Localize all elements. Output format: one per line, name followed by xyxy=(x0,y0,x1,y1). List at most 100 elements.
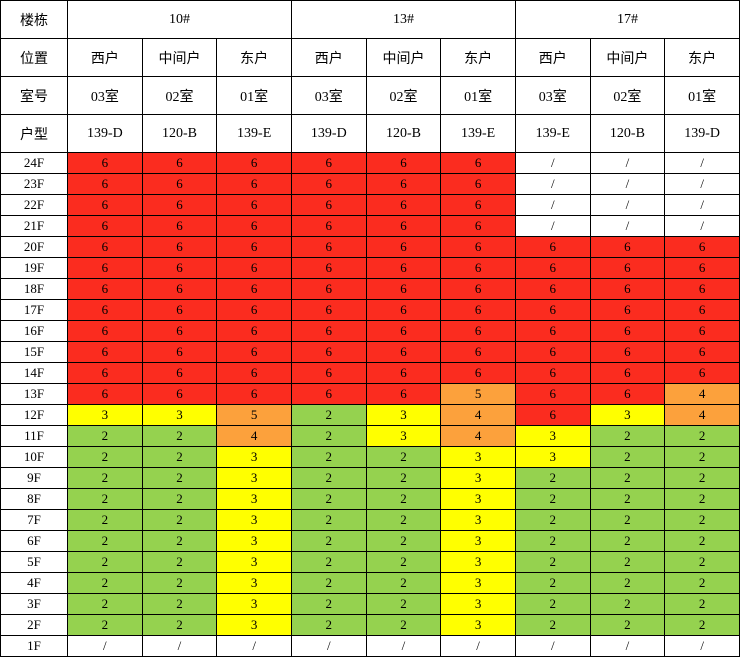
floor-row-13F: 13F 6 6 6 6 6 5 6 6 4 xyxy=(0,383,740,405)
value-cell: 6 xyxy=(290,383,367,405)
value-cell: 2 xyxy=(664,593,740,615)
value-cell: 6 xyxy=(664,320,740,342)
floor-row-19F: 19F 6 6 6 6 6 6 6 6 6 xyxy=(0,257,740,279)
value-cell: 6 xyxy=(141,383,218,405)
value-cell: 2 xyxy=(290,530,367,552)
value-cell: 2 xyxy=(67,614,143,636)
value-cell: 3 xyxy=(141,404,218,426)
floor-row-21F: 21F 6 6 6 6 6 6// / xyxy=(0,215,740,237)
value-cell: 6 xyxy=(290,173,367,195)
value-cell: 6 xyxy=(67,194,143,216)
value-cell: 6 xyxy=(216,362,292,384)
value-cell: 3 xyxy=(216,467,292,489)
floor-row-12F: 12F 3 3 5 2 3 4 6 3 4 xyxy=(0,404,740,426)
value-cell: 6 xyxy=(440,236,516,258)
floor-label: 8F xyxy=(0,488,68,510)
floor-row-10F: 10F 2 2 3 2 2 3 3 2 2 xyxy=(0,446,740,468)
value-cell: 2 xyxy=(290,572,367,594)
value-cell: 6 xyxy=(514,278,591,300)
value-cell: 6 xyxy=(589,341,666,363)
floor-label: 17F xyxy=(0,299,68,321)
value-cell: 2 xyxy=(365,488,442,510)
value-cell: 6 xyxy=(290,362,367,384)
value-cell: / xyxy=(290,635,367,657)
value-cell: 6 xyxy=(440,278,516,300)
value-cell: 6 xyxy=(290,236,367,258)
building-header: 13# xyxy=(290,0,516,39)
value-cell: 3 xyxy=(216,551,292,573)
value-cell: 6 xyxy=(365,257,442,279)
floor-row-24F: 24F 6 6 6 6 6 6// / xyxy=(0,152,740,174)
value-cell: 6 xyxy=(365,173,442,195)
value-cell: 2 xyxy=(365,572,442,594)
floor-row-6F: 6F 2 2 3 2 2 3 2 2 2 xyxy=(0,530,740,552)
header-row-position: 位置 西户 中间户 东户 西户 中间户 东户 西户 中间户 东户 xyxy=(0,38,740,77)
value-cell: 6 xyxy=(141,341,218,363)
value-cell: 6 xyxy=(514,299,591,321)
value-cell: 3 xyxy=(365,404,442,426)
value-cell: 6 xyxy=(514,341,591,363)
value-cell: 4 xyxy=(440,404,516,426)
value-cell: 6 xyxy=(589,320,666,342)
value-cell: 3 xyxy=(440,467,516,489)
value-cell: 2 xyxy=(514,593,591,615)
floor-label: 23F xyxy=(0,173,68,195)
value-cell: 6 xyxy=(141,320,218,342)
value-cell: 3 xyxy=(440,446,516,468)
value-cell: 6 xyxy=(514,257,591,279)
value-cell: / xyxy=(514,152,591,174)
value-cell: 2 xyxy=(514,467,591,489)
value-cell: 6 xyxy=(216,236,292,258)
value-cell: 2 xyxy=(67,530,143,552)
floor-label: 12F xyxy=(0,404,68,426)
value-cell: 2 xyxy=(365,509,442,531)
value-cell: 3 xyxy=(440,509,516,531)
value-cell: 6 xyxy=(365,152,442,174)
value-cell: 2 xyxy=(290,593,367,615)
value-cell: 6 xyxy=(141,362,218,384)
value-cell: 2 xyxy=(664,509,740,531)
value-cell: 3 xyxy=(216,488,292,510)
value-cell: 2 xyxy=(365,551,442,573)
value-cell: 2 xyxy=(514,614,591,636)
value-cell: 6 xyxy=(365,341,442,363)
value-cell: 6 xyxy=(67,299,143,321)
value-cell: 2 xyxy=(290,467,367,489)
value-cell: 6 xyxy=(67,152,143,174)
value-cell: 2 xyxy=(589,593,666,615)
floor-row-20F: 20F 6 6 6 6 6 6 6 6 6 xyxy=(0,236,740,258)
value-cell: 6 xyxy=(67,278,143,300)
value-cell: 2 xyxy=(141,572,218,594)
floor-label: 19F xyxy=(0,257,68,279)
value-cell: 6 xyxy=(365,278,442,300)
value-cell: 6 xyxy=(440,299,516,321)
position-header: 东户 xyxy=(216,38,292,77)
floor-label: 16F xyxy=(0,320,68,342)
value-cell: 2 xyxy=(290,446,367,468)
floor-label: 1F xyxy=(0,635,68,657)
value-cell: 2 xyxy=(589,446,666,468)
room-header: 02室 xyxy=(589,76,666,115)
unit-type-header: 120-B xyxy=(365,114,442,153)
value-cell: 6 xyxy=(365,215,442,237)
value-cell: 6 xyxy=(290,194,367,216)
floor-row-22F: 22F 6 6 6 6 6 6// / xyxy=(0,194,740,216)
value-cell: 2 xyxy=(365,614,442,636)
value-cell: 6 xyxy=(440,215,516,237)
value-cell: 6 xyxy=(141,236,218,258)
unit-type-header: 139-D xyxy=(290,114,367,153)
value-cell: 2 xyxy=(664,551,740,573)
value-cell: 3 xyxy=(440,593,516,615)
value-cell: 6 xyxy=(67,236,143,258)
position-header: 东户 xyxy=(440,38,516,77)
value-cell: 3 xyxy=(216,614,292,636)
value-cell: / xyxy=(67,635,143,657)
value-cell: / xyxy=(664,173,740,195)
header-row-unit: 户型 139-D 120-B 139-E 139-D 120-B 139-E 139-E 120… xyxy=(0,114,740,153)
value-cell: 6 xyxy=(67,383,143,405)
building-header: 17# xyxy=(514,0,740,39)
value-cell: 2 xyxy=(67,509,143,531)
floor-label: 20F xyxy=(0,236,68,258)
value-cell: 2 xyxy=(67,551,143,573)
